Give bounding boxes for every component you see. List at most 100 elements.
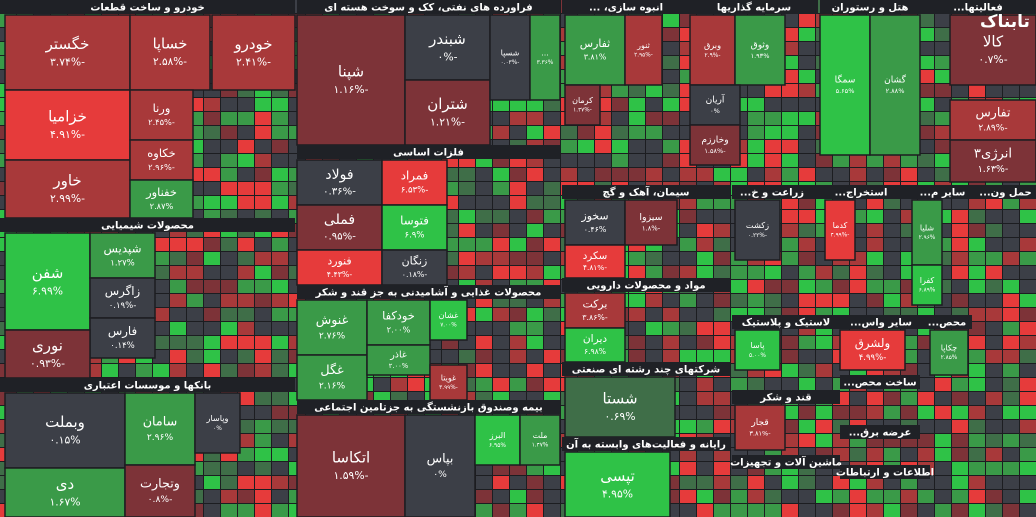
filler-cell: [952, 252, 968, 265]
filler-cell: [952, 210, 968, 223]
filler-cell: [697, 322, 713, 335]
filler-cell: [221, 280, 237, 293]
filler-cell: [782, 336, 798, 349]
filler-cell: [221, 266, 237, 279]
filler-cell: [748, 266, 764, 279]
filler-cell: [765, 168, 781, 181]
filler-cell: [833, 280, 849, 293]
filler-cell: [255, 336, 271, 349]
filler-cell: [170, 322, 186, 335]
filler-cell: [952, 434, 968, 447]
filler-cell: [527, 210, 543, 223]
tile-name: شفن: [32, 264, 64, 282]
filler-cell: [238, 504, 254, 517]
filler-cell: [748, 490, 764, 503]
filler-cell: [221, 252, 237, 265]
tile: [734, 329, 781, 371]
tile: [929, 329, 969, 376]
filler-cell: [884, 266, 900, 279]
tile-name: شستا: [602, 389, 637, 407]
filler-cell: [901, 448, 917, 461]
tile-name: وبملت: [45, 413, 85, 431]
filler-cell: [884, 476, 900, 489]
filler-cell: [697, 168, 713, 181]
filler-cell: [1020, 364, 1036, 377]
filler-cell: [697, 252, 713, 265]
tile-change: -۴.۹۹%: [859, 353, 887, 363]
filler-cell: [816, 280, 832, 293]
tile-change: -۰.۰۳%: [501, 60, 520, 66]
sector-header: رایانه و فعالیت‌های وابسته به آن: [566, 438, 726, 451]
filler-cell: [493, 350, 509, 363]
filler-cell: [799, 112, 815, 125]
tile-name: کدما: [833, 221, 848, 230]
filler-cell: [510, 364, 526, 377]
tile: [129, 139, 194, 181]
tile: [89, 232, 156, 279]
tile: [129, 179, 194, 219]
filler-cell: [918, 476, 934, 489]
filler-cell: [986, 224, 1002, 237]
filler-cell: [714, 224, 730, 237]
tile-name: پاسا: [750, 340, 764, 350]
filler-cell: [867, 392, 883, 405]
filler-cell: [221, 112, 237, 125]
filler-cell: [204, 322, 220, 335]
filler-cell: [952, 420, 968, 433]
filler-cell: [510, 126, 526, 139]
filler-cell: [782, 154, 798, 167]
tile: [624, 14, 663, 86]
filler-cell: [952, 84, 968, 97]
filler-cell: [459, 210, 475, 223]
filler-cell: [527, 378, 543, 391]
filler-cell: [170, 266, 186, 279]
filler-cell: [527, 308, 543, 321]
tile: [689, 14, 736, 86]
filler-cell: [918, 420, 934, 433]
filler-cell: [850, 392, 866, 405]
filler-cell: [884, 406, 900, 419]
tile-name: خزامیا: [48, 107, 87, 125]
filler-cell: [663, 14, 679, 27]
sector-header: زراعت و خ...: [740, 188, 804, 199]
filler-cell: [714, 322, 730, 335]
filler-cell: [748, 140, 764, 153]
filler-cell: [952, 280, 968, 293]
tile-name: بپاس: [427, 451, 454, 467]
filler-cell: [255, 168, 271, 181]
sector-header-bg: [840, 465, 930, 479]
filler-cell: [629, 98, 645, 111]
filler-cell: [969, 420, 985, 433]
filler-cell: [221, 140, 237, 153]
sector-header: قند و شکر: [759, 393, 811, 404]
tile-change: -۰.۱۸%: [402, 270, 428, 279]
filler-cell: [1020, 392, 1036, 405]
tile-change: ۴.۹۵%: [602, 487, 633, 500]
filler-cell: [510, 196, 526, 209]
tile-change: -۴.۴۳%: [327, 270, 353, 279]
filler-cell: [714, 196, 730, 209]
filler-cell: [663, 336, 679, 349]
filler-cell: [765, 140, 781, 153]
filler-cell: [629, 84, 645, 97]
tile: [429, 364, 468, 401]
filler-cell: [493, 126, 509, 139]
filler-cell: [629, 140, 645, 153]
filler-cell: [986, 504, 1002, 517]
filler-cell: [714, 350, 730, 363]
tile-name: فارس: [108, 324, 137, 339]
filler-cell: [935, 154, 951, 167]
filler-cell: [459, 252, 475, 265]
filler-cell: [1003, 308, 1019, 321]
filler-cell: [935, 98, 951, 111]
tile-name: شبندر: [428, 30, 466, 48]
filler-cell: [272, 476, 288, 489]
filler-cell: [952, 378, 968, 391]
filler-cell: [765, 490, 781, 503]
filler-cell: [510, 252, 526, 265]
sector-header-bg: [562, 362, 730, 376]
filler-cell: [476, 378, 492, 391]
filler-cell: [986, 364, 1002, 377]
filler-cell: [1020, 252, 1036, 265]
filler-cell: [680, 196, 696, 209]
